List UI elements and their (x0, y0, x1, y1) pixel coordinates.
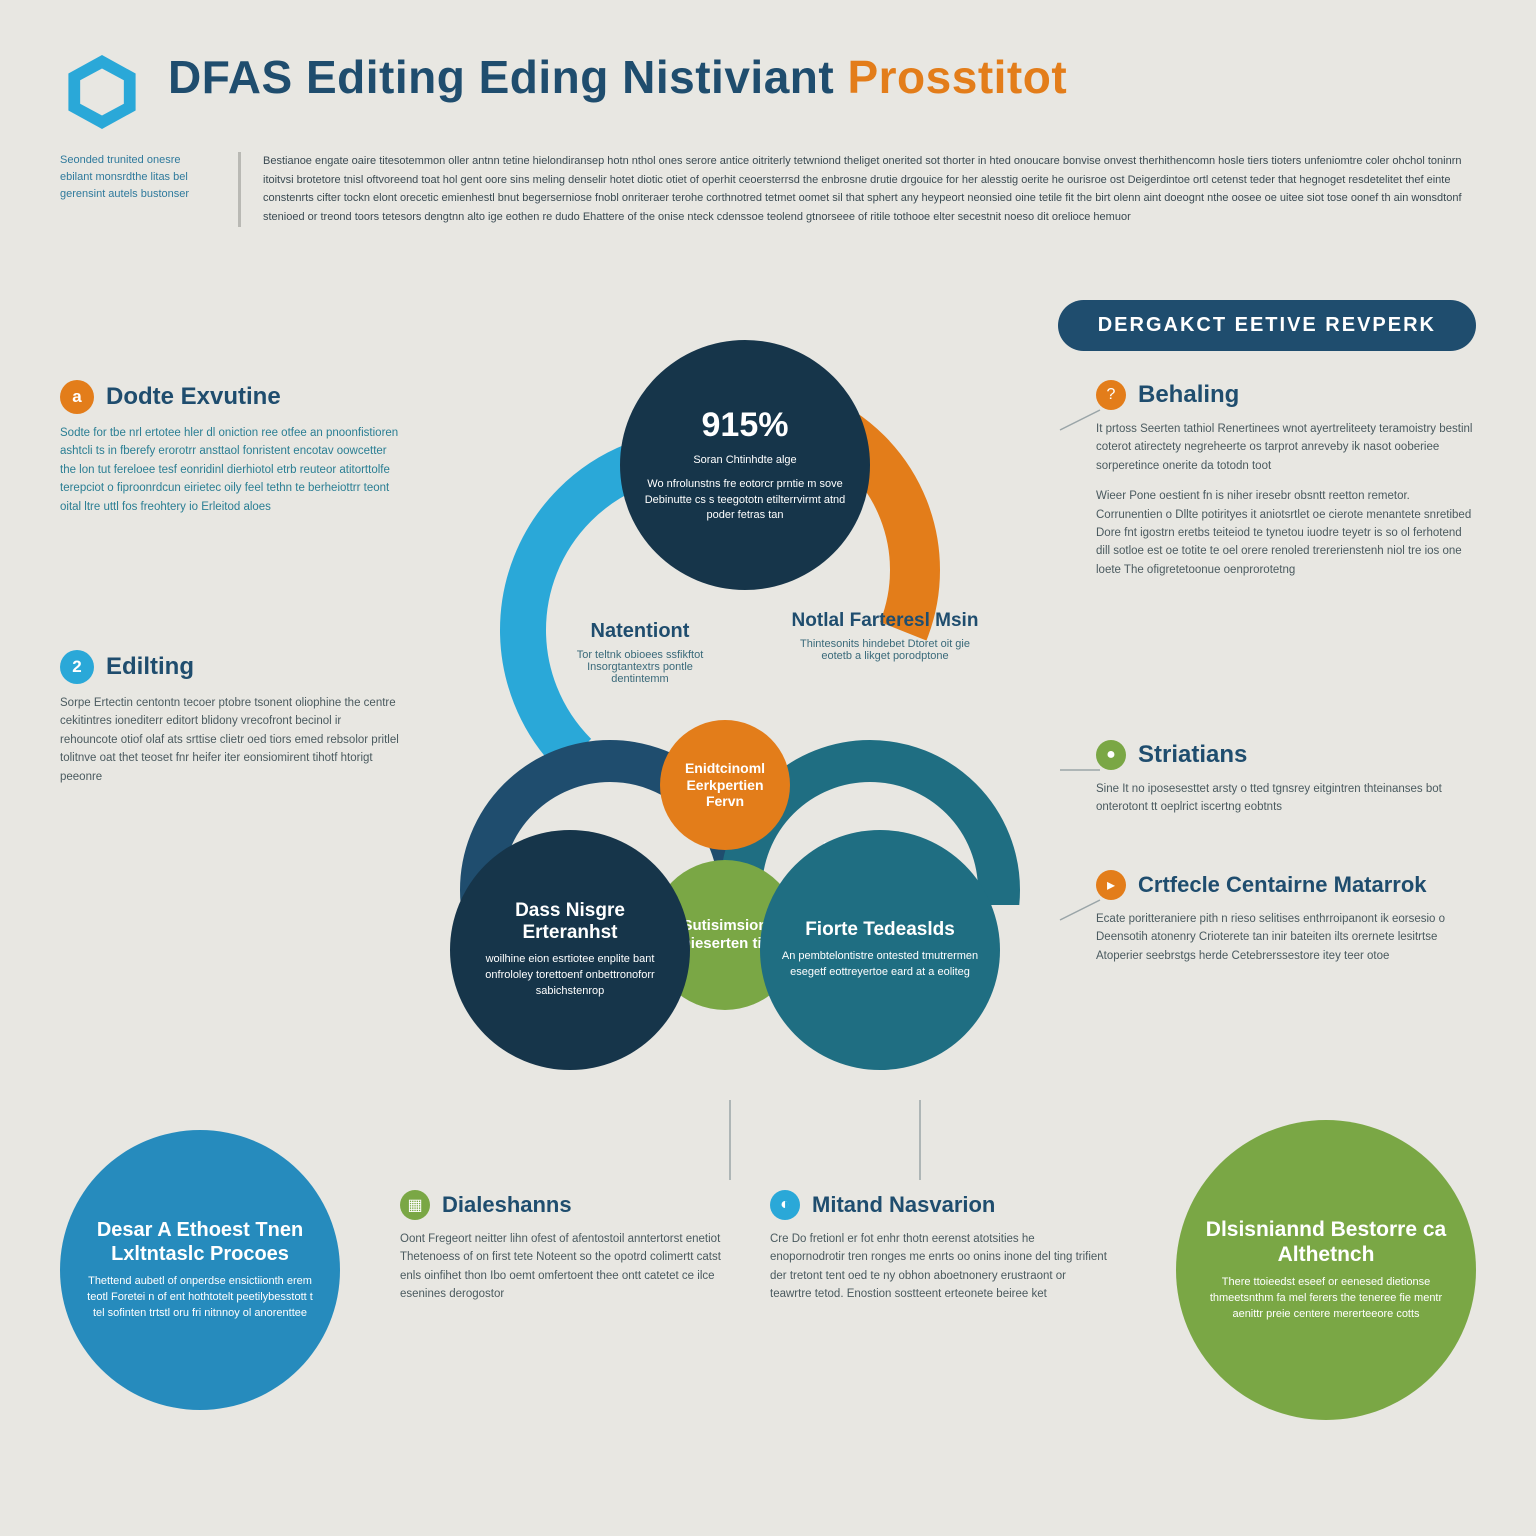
right-item-1-title: Behaling (1138, 381, 1239, 409)
circle-br: Fiorte Tedeaslds An pembtelontistre onte… (760, 830, 1000, 1070)
circle-bottom-left: Desar A Ethoest Tnen Lxltntaslc Procoes … (60, 1130, 340, 1410)
left-item-1-title: Dodte Exvutine (106, 383, 281, 411)
circle-center: Enidtcinoml Eerkpertien Fervn (660, 720, 790, 850)
central-diagram: 915% Soran Chtinhdte alge Wo nfrolunstns… (420, 360, 1060, 1120)
circle-br-sub: An pembtelontistre ontested tmutrermen e… (780, 949, 980, 981)
left-item-2: 2 Edilting Sorpe Ertectin centontn tecoe… (60, 650, 400, 786)
circle-top-line1: Soran Chtinhdte alge (693, 453, 796, 469)
label-notlal-sub: Thintesonits hindebet Dtoret oit gie eot… (790, 638, 980, 662)
section-banner: DERGAKCT EETIVE REVPERK (1058, 300, 1476, 351)
hexagon-icon (60, 50, 144, 134)
dialeshanns-icon: ▦ (400, 1190, 430, 1220)
title-suffix: Prosstitot (847, 51, 1067, 103)
nasvarion-icon: ◐ (770, 1190, 800, 1220)
bottom-item-1-body: Oont Fregeort neitter lihn ofest of afen… (400, 1230, 740, 1304)
right-item-2-body: Sine It no iposesesttet arsty o tted tgn… (1096, 780, 1476, 817)
circle-bl-sub: woilhine eion esrtiotee enplite bant onf… (470, 952, 670, 1000)
label-notlal: Notlal Farteresl Msin Thintesonits hinde… (790, 610, 980, 662)
behaling-icon: ? (1096, 380, 1126, 410)
right-item-3-title: Crtfecle Centairne Matarrok (1138, 872, 1427, 898)
circle-bottom-left-title: Desar A Ethoest Tnen Lxltntaslc Procoes (80, 1218, 320, 1266)
title-mid: Editing Eding Nistiviant (293, 51, 848, 103)
circle-bottom-right: Dlsisniannd Bestorre ca Althetnch There … (1176, 1120, 1476, 1420)
badge-a: a (60, 380, 94, 414)
bottom-item-1: ▦ Dialeshanns Oont Fregeort neitter lihn… (400, 1190, 740, 1304)
intro: Seonded trunited onesre ebilant monsrdth… (60, 152, 1476, 227)
circle-br-title: Fiorte Tedeaslds (805, 919, 955, 941)
bottom-item-1-title: Dialeshanns (442, 1192, 572, 1218)
circle-top-line2: Wo nfrolunstns fre eotorcr prntie m sove… (640, 477, 850, 525)
left-item-2-body: Sorpe Ertectin centontn tecoer ptobre ts… (60, 694, 400, 786)
circle-bottom-right-sub: There ttoieedst eseef or eenesed dietion… (1196, 1275, 1456, 1323)
circle-bl-title: Dass Nisgre Erteranhst (470, 900, 670, 944)
title-prefix: DFAS (168, 51, 293, 103)
bottom-item-2-title: Mitand Nasvarion (812, 1192, 995, 1218)
circle-center-label: Enidtcinoml Eerkpertien Fervn (680, 760, 770, 810)
right-item-1: ? Behaling It prtoss Seerten tathiol Ren… (1096, 380, 1476, 579)
intro-body: Bestianoe engate oaire titesotemmon olle… (238, 152, 1476, 227)
striatians-icon: ● (1096, 740, 1126, 770)
label-natentiont-sub: Tor teltnk obioees ssfikftot Insorgtante… (560, 649, 720, 685)
circle-bottom-left-sub: Thettend aubetl of onperdse ensictiionth… (80, 1274, 320, 1322)
right-item-3-body: Ecate poritteraniere pith n rieso seliti… (1096, 910, 1476, 965)
right-item-1-list: Wieer Pone oestient fn is niher iresebr … (1096, 487, 1476, 579)
left-item-2-title: Edilting (106, 653, 194, 681)
right-item-3: ▸ Crtfecle Centairne Matarrok Ecate pori… (1096, 870, 1476, 965)
intro-sidebar: Seonded trunited onesre ebilant monsrdth… (60, 152, 210, 227)
bottom-item-2: ◐ Mitand Nasvarion Cre Do fretionl er fo… (770, 1190, 1110, 1304)
bottom-item-2-body: Cre Do fretionl er fot enhr thotn eerens… (770, 1230, 1110, 1304)
right-item-2: ● Striatians Sine It no iposesesttet ars… (1096, 740, 1476, 817)
label-natentiont-title: Natentiont (560, 620, 720, 643)
label-natentiont: Natentiont Tor teltnk obioees ssfikftot … (560, 620, 720, 685)
badge-2: 2 (60, 650, 94, 684)
header: DFAS Editing Eding Nistiviant Prosstitot (60, 50, 1476, 134)
page-title: DFAS Editing Eding Nistiviant Prosstitot (168, 50, 1067, 104)
matarrok-icon: ▸ (1096, 870, 1126, 900)
circle-top: 915% Soran Chtinhdte alge Wo nfrolunstns… (620, 340, 870, 590)
left-item-1: a Dodte Exvutine Sodte for tbe nrl ertot… (60, 380, 400, 516)
circle-bottom-right-title: Dlsisniannd Bestorre ca Althetnch (1196, 1217, 1456, 1267)
left-item-1-body: Sodte for tbe nrl ertotee hler dl onicti… (60, 424, 400, 516)
circle-bl: Dass Nisgre Erteranhst woilhine eion esr… (450, 830, 690, 1070)
right-item-1-body: It prtoss Seerten tathiol Renertinees wn… (1096, 420, 1476, 475)
right-item-2-title: Striatians (1138, 741, 1247, 769)
label-notlal-title: Notlal Farteresl Msin (790, 610, 980, 632)
circle-top-value: 915% (702, 406, 789, 445)
